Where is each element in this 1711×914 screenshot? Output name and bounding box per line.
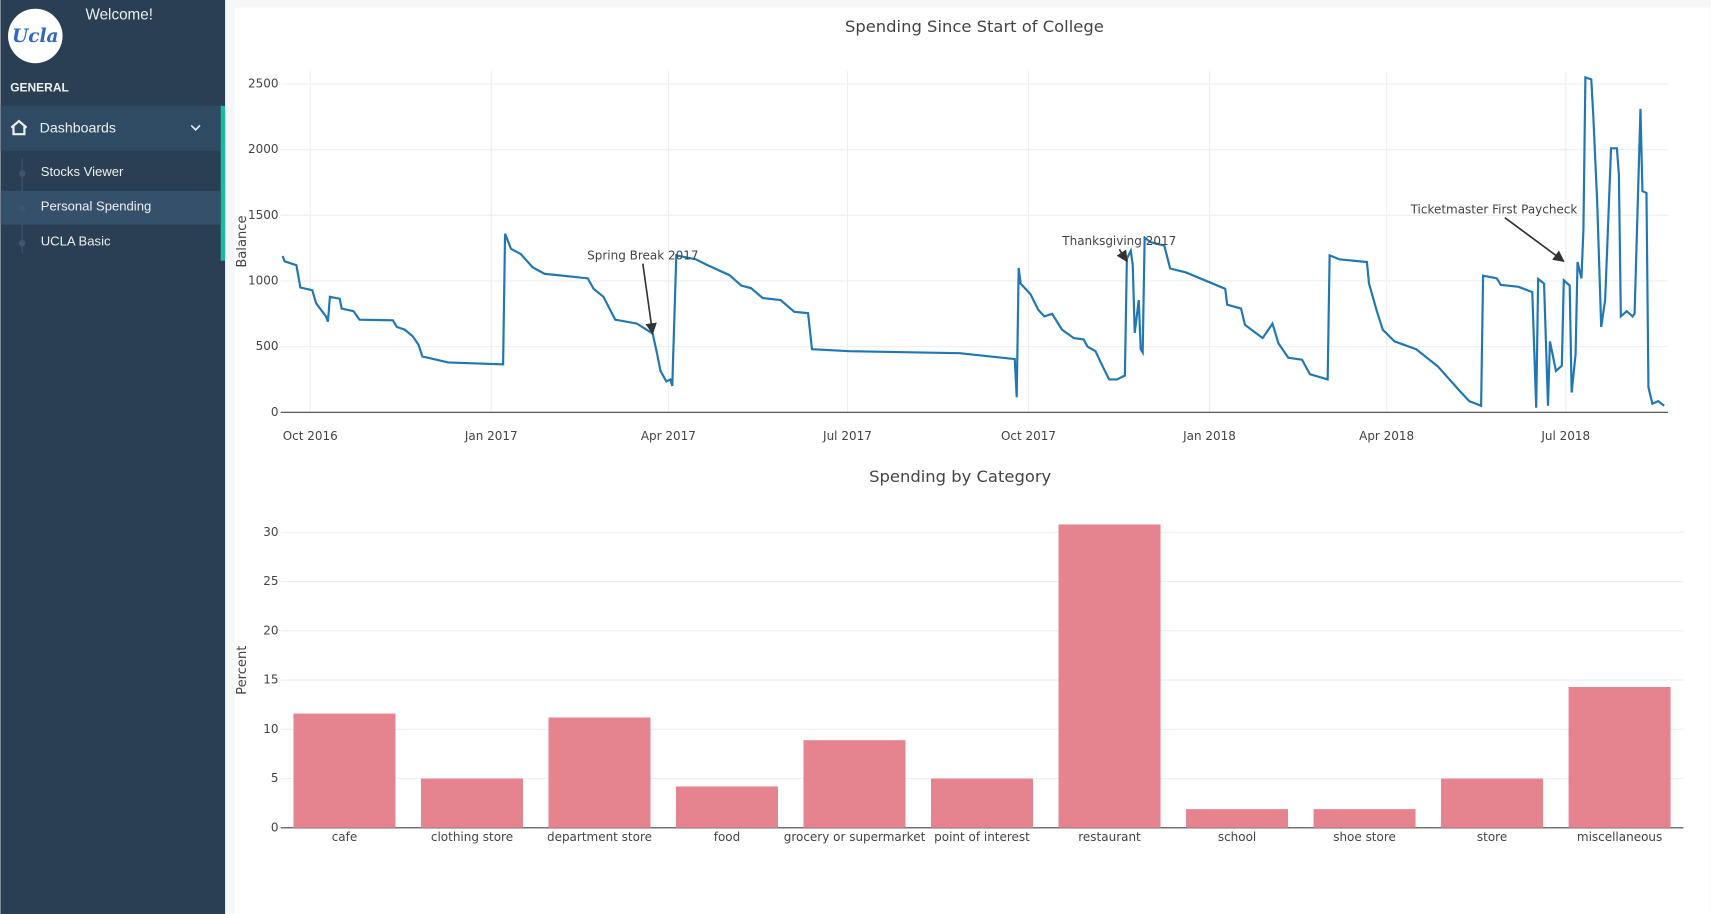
x-tick-label: grocery or supermarket xyxy=(784,830,926,844)
home-icon xyxy=(10,119,28,136)
y-tick-label: 500 xyxy=(256,339,279,353)
x-tick-label: Oct 2017 xyxy=(1001,429,1056,443)
y-tick-label: 25 xyxy=(263,574,278,588)
y-axis-label: Balance xyxy=(235,216,250,268)
x-tick-label: Oct 2016 xyxy=(283,429,338,443)
y-tick-label: 0 xyxy=(271,405,279,419)
x-tick-label: point of interest xyxy=(934,830,1030,844)
welcome: Welcome! xyxy=(85,6,153,23)
menu-label[interactable]: Dashboards xyxy=(40,120,116,136)
y-tick-label: 0 xyxy=(271,820,279,834)
x-tick-label: shoe store xyxy=(1333,830,1396,844)
y-tick-label: 15 xyxy=(263,673,278,687)
section-title: GENERAL xyxy=(10,81,69,95)
x-tick-label: Jan 2018 xyxy=(1182,429,1236,443)
chart-title: Spending Since Start of College xyxy=(845,17,1104,36)
menu-row[interactable] xyxy=(0,105,221,151)
x-tick-label: Jul 2018 xyxy=(1540,429,1590,443)
x-tick-label: school xyxy=(1218,830,1256,844)
y-tick-label: 30 xyxy=(263,525,278,539)
annotation-arrow xyxy=(642,263,657,335)
bar[interactable] xyxy=(548,717,651,828)
y-tick-label: 5 xyxy=(271,771,279,785)
bar[interactable] xyxy=(1058,524,1161,828)
bar[interactable] xyxy=(1313,809,1416,828)
menu-item[interactable]: Personal Spending xyxy=(41,199,152,214)
x-tick-label: store xyxy=(1477,830,1507,844)
bar[interactable] xyxy=(420,778,523,828)
panel xyxy=(234,7,1711,914)
chevron[interactable] xyxy=(190,124,201,131)
menu-item[interactable]: UCLA Basic xyxy=(41,234,111,249)
logo[interactable] xyxy=(8,8,63,64)
annotation: Ticketmaster First Paycheck xyxy=(1410,203,1578,217)
active-bar xyxy=(220,105,226,261)
y-axis-label: Percent xyxy=(235,646,250,695)
active-item xyxy=(0,190,221,225)
chart-title: Spending by Category xyxy=(869,467,1051,486)
bar[interactable] xyxy=(1186,809,1289,828)
bar[interactable] xyxy=(931,778,1034,828)
y-tick-label: 10 xyxy=(263,722,278,736)
bar[interactable] xyxy=(1568,686,1671,828)
x-tick-label: Apr 2017 xyxy=(641,429,696,443)
item-dot xyxy=(18,170,26,177)
item-dot xyxy=(18,205,26,212)
balance-line xyxy=(281,75,1665,408)
x-tick-label: restaurant xyxy=(1078,830,1141,844)
bar[interactable] xyxy=(675,786,779,828)
menu-item[interactable]: Stocks Viewer xyxy=(41,164,124,179)
logo-text: Ucla xyxy=(12,26,59,47)
y-tick-label: 20 xyxy=(263,623,278,637)
x-tick-label: cafe xyxy=(332,830,358,844)
y-tick-label: 2000 xyxy=(248,142,279,156)
x-tick-label: Jan 2017 xyxy=(464,429,518,443)
bar[interactable] xyxy=(293,713,396,828)
bar[interactable] xyxy=(803,740,906,828)
x-tick-label: Apr 2018 xyxy=(1359,429,1414,443)
x-tick-label: miscellaneous xyxy=(1577,830,1662,844)
annotation: Thanksgiving 2017 xyxy=(1061,234,1176,248)
x-tick-label: clothing store xyxy=(431,830,513,844)
y-tick-label: 1500 xyxy=(248,208,279,222)
annotation-arrow xyxy=(1116,248,1128,263)
item-dot xyxy=(18,239,26,247)
y-tick-label: 1000 xyxy=(248,273,279,287)
x-tick-label: Jul 2017 xyxy=(822,429,872,443)
x-tick-label: food xyxy=(714,830,741,844)
bar[interactable] xyxy=(1441,778,1544,828)
sidebar xyxy=(0,0,226,914)
x-tick-label: department store xyxy=(547,830,652,844)
annotation: Spring Break 2017 xyxy=(587,249,698,263)
annotation-arrow xyxy=(1504,216,1565,262)
y-tick-label: 2500 xyxy=(248,77,279,91)
